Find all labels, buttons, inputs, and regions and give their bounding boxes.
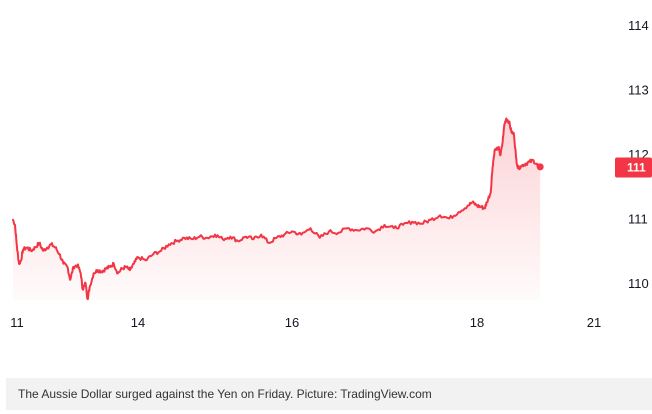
current-price-badge: 111 (615, 157, 652, 178)
price-area-fill (13, 118, 541, 300)
current-price-label: 111 (627, 161, 646, 175)
price-line (12, 117, 542, 301)
x-tick-label: 21 (587, 315, 601, 330)
x-tick-label: 16 (285, 315, 299, 330)
current-price-badge-bg (615, 157, 652, 178)
y-tick-label: 113 (628, 83, 649, 98)
caption-bar: The Aussie Dollar surged against the Yen… (6, 378, 652, 410)
x-tick-label: 11 (10, 315, 24, 330)
y-tick-label: 111 (628, 212, 648, 227)
y-tick-label: 110 (628, 276, 649, 291)
x-tick-label: 18 (470, 315, 484, 330)
last-price-dot (536, 163, 544, 171)
y-tick-label: 114 (628, 18, 649, 33)
x-tick-label: 14 (131, 315, 145, 330)
chart: 114 113 112 111 110 111 11 14 16 18 21 (10, 18, 652, 330)
x-axis: 11 14 16 18 21 (10, 315, 601, 330)
image-caption: The Aussie Dollar surged against the Yen… (18, 387, 432, 401)
